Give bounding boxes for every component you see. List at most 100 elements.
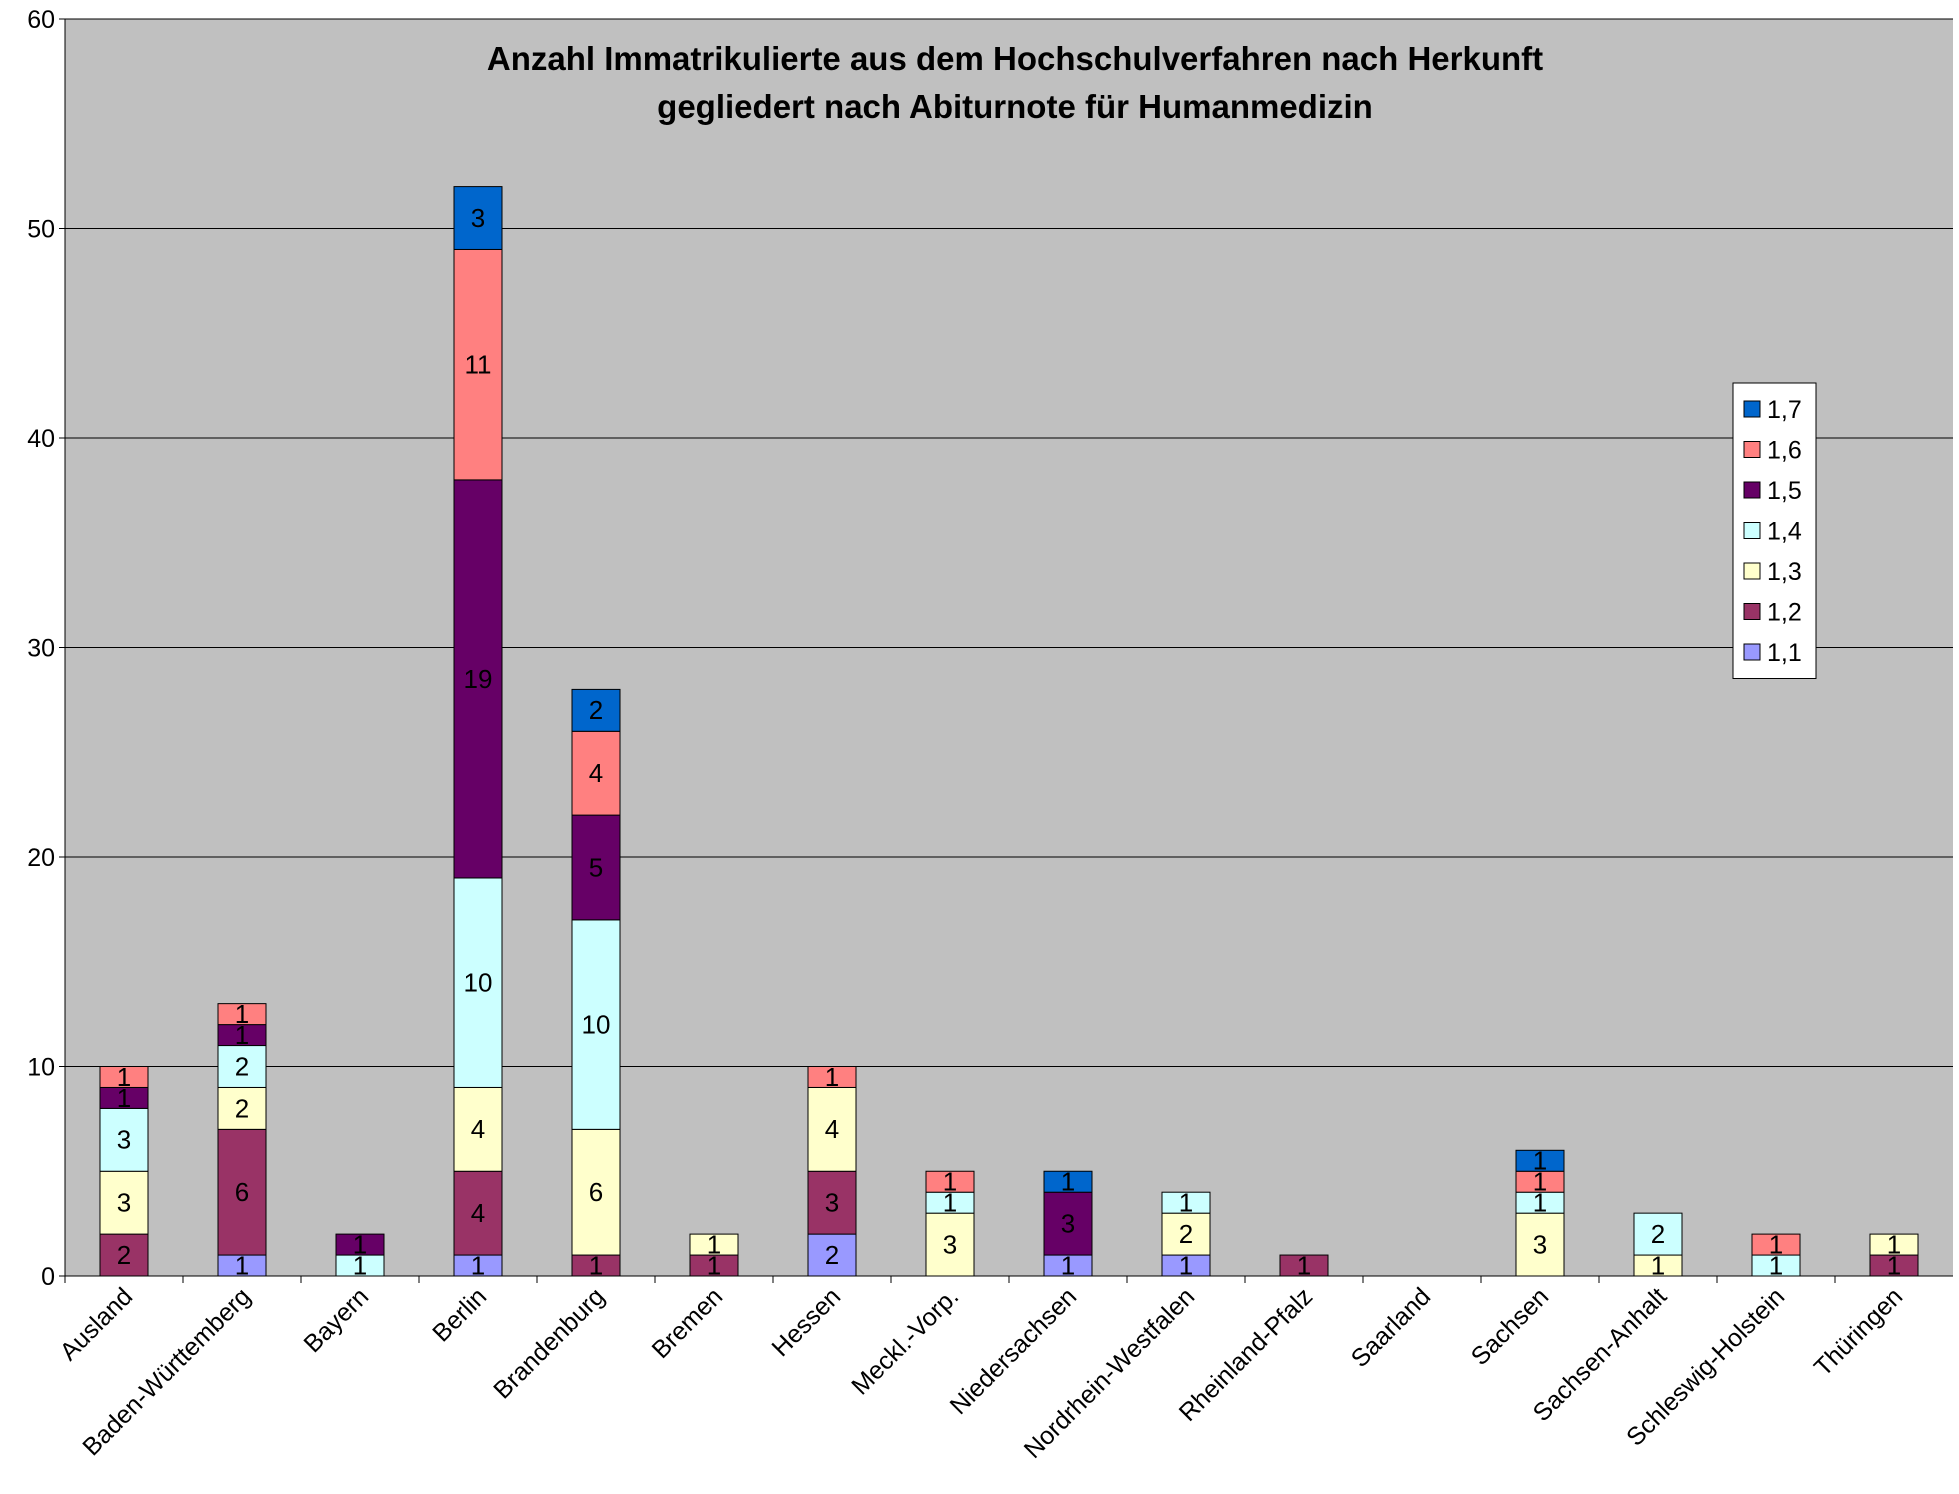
y-tick-label: 30 — [27, 635, 55, 663]
bar-segment — [1161, 1191, 1211, 1214]
y-tick-label: 50 — [27, 216, 55, 244]
data-label: 1 — [1179, 1250, 1193, 1280]
data-label: 2 — [117, 1240, 131, 1270]
x-tick-label: Berlin — [427, 1282, 492, 1347]
data-label: 1 — [1297, 1250, 1311, 1280]
data-label: 1 — [471, 1250, 485, 1280]
bar-segment — [99, 1170, 149, 1235]
x-tick-label: Niedersachsen — [945, 1282, 1083, 1420]
data-label: 2 — [825, 1240, 839, 1270]
y-tick-label: 10 — [27, 1054, 55, 1082]
data-label: 3 — [117, 1125, 131, 1155]
legend-label: 1,3 — [1767, 558, 1802, 586]
x-tick-label: Brandenburg — [488, 1282, 610, 1404]
data-label: 1 — [353, 1250, 367, 1280]
legend-swatch — [1743, 400, 1761, 418]
bar-segment — [453, 877, 503, 1088]
data-label: 1 — [235, 1250, 249, 1280]
x-tick-label: Sachsen — [1466, 1282, 1555, 1371]
x-tick-label: Hessen — [767, 1282, 847, 1362]
x-tick-label: Meckl.-Vorp. — [846, 1282, 964, 1400]
data-label: 10 — [582, 1009, 611, 1039]
legend-label: 1,1 — [1767, 639, 1802, 667]
data-label: 3 — [1061, 1209, 1075, 1239]
y-tick-label: 0 — [41, 1263, 55, 1291]
data-label: 5 — [589, 852, 603, 882]
bar-segment — [1751, 1233, 1801, 1256]
bar-segment — [217, 1003, 267, 1026]
bar-segment — [1161, 1212, 1211, 1256]
y-tick-label: 40 — [27, 425, 55, 453]
data-label: 2 — [1179, 1219, 1193, 1249]
bar-segment — [453, 248, 503, 481]
x-tick-label: Ausland — [55, 1282, 139, 1366]
data-label: 1 — [1887, 1229, 1901, 1259]
bar-segment — [1279, 1254, 1329, 1277]
data-label: 1 — [1179, 1188, 1193, 1218]
y-tick-label: 60 — [27, 6, 55, 34]
legend-swatch — [1743, 441, 1761, 458]
data-label: 6 — [235, 1177, 249, 1207]
bar-segment — [807, 1170, 857, 1235]
bar-segment — [453, 1170, 503, 1256]
data-label: 6 — [589, 1177, 603, 1207]
data-label: 3 — [117, 1188, 131, 1218]
data-label: 1 — [117, 1062, 131, 1092]
data-label: 1 — [1533, 1146, 1547, 1176]
legend-swatch — [1743, 562, 1761, 580]
data-label: 1 — [353, 1229, 367, 1259]
data-label: 4 — [471, 1114, 485, 1144]
data-label: 1 — [943, 1167, 957, 1197]
data-label: 2 — [235, 1051, 249, 1081]
data-label: 19 — [464, 664, 493, 694]
data-label: 1 — [235, 1020, 249, 1050]
y-tick-label: 20 — [27, 844, 55, 872]
data-label: 4 — [825, 1114, 839, 1144]
data-label: 4 — [471, 1198, 485, 1228]
data-label: 1 — [707, 1250, 721, 1280]
legend-label: 1,7 — [1767, 396, 1802, 424]
bar-segment — [217, 1128, 267, 1256]
legend-swatch — [1743, 603, 1761, 620]
data-label: 1 — [1769, 1229, 1783, 1259]
legend-label: 1,4 — [1767, 518, 1802, 546]
legend-swatch — [1743, 481, 1761, 499]
bar-segment — [571, 1128, 621, 1256]
bar-segment — [1633, 1212, 1683, 1256]
x-tick-label: Bremen — [647, 1282, 729, 1364]
data-label: 1 — [825, 1062, 839, 1092]
bar-segment — [1515, 1149, 1565, 1172]
data-label: 1 — [1533, 1167, 1547, 1197]
bar-segment — [453, 479, 503, 879]
data-label: 1 — [1061, 1250, 1075, 1280]
data-label: 2 — [589, 695, 603, 725]
bar-segment — [217, 1045, 267, 1088]
data-label: 1 — [1533, 1188, 1547, 1218]
data-label: 1 — [1769, 1250, 1783, 1280]
data-label: 1 — [1887, 1250, 1901, 1280]
legend-swatch — [1743, 522, 1761, 539]
bar-segment — [99, 1233, 149, 1277]
bar-segment — [571, 688, 621, 732]
data-label: 3 — [943, 1229, 957, 1259]
data-label: 1 — [117, 1083, 131, 1113]
data-label: 10 — [464, 968, 493, 998]
bar-segment — [1515, 1212, 1565, 1277]
data-label: 11 — [465, 350, 492, 380]
chart-title: gegliedert nach Abiturnote für Humanmedi… — [657, 88, 1373, 125]
data-label: 1 — [1061, 1167, 1075, 1197]
data-label: 2 — [1651, 1219, 1665, 1249]
legend-label: 1,5 — [1767, 477, 1802, 505]
data-label: 1 — [1651, 1250, 1665, 1280]
legend-label: 1,2 — [1767, 599, 1802, 627]
bar-segment — [99, 1066, 149, 1088]
chart-title: Anzahl Immatrikulierte aus dem Hochschul… — [487, 40, 1543, 77]
bar-segment — [807, 1066, 857, 1088]
legend-swatch — [1743, 643, 1761, 661]
data-label: 4 — [589, 758, 603, 788]
bar-segment — [453, 186, 503, 250]
x-tick-label: Bayern — [298, 1282, 374, 1358]
bar-segment — [99, 1107, 149, 1172]
data-label: 1 — [235, 999, 249, 1029]
